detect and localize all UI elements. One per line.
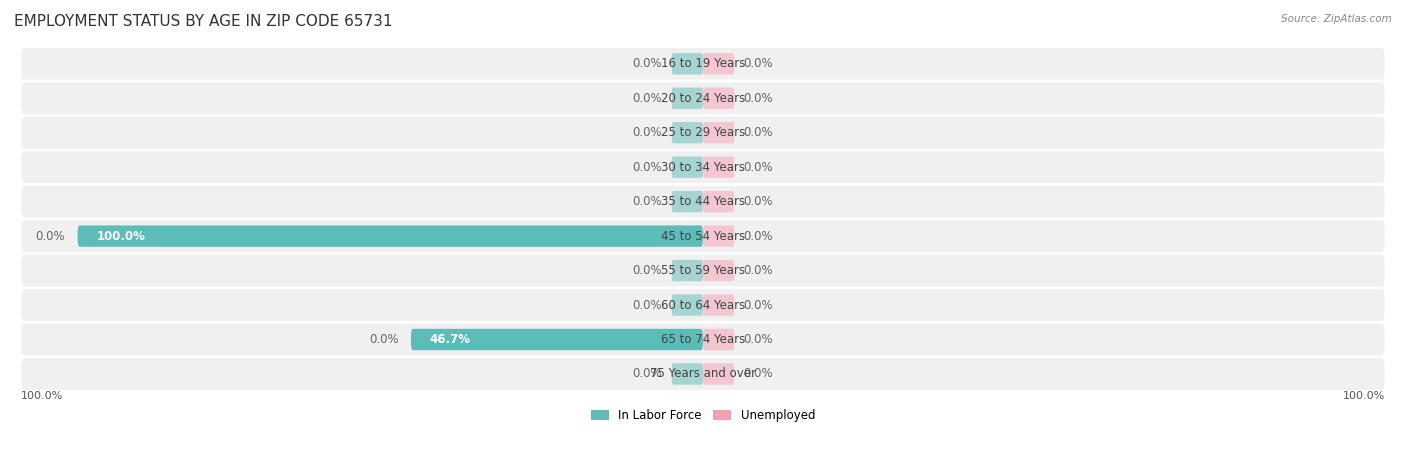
FancyBboxPatch shape xyxy=(21,186,1385,217)
Text: 0.0%: 0.0% xyxy=(744,333,773,346)
FancyBboxPatch shape xyxy=(21,152,1385,183)
Text: 0.0%: 0.0% xyxy=(744,195,773,208)
FancyBboxPatch shape xyxy=(703,226,734,247)
FancyBboxPatch shape xyxy=(703,191,734,212)
Text: 0.0%: 0.0% xyxy=(633,195,662,208)
FancyBboxPatch shape xyxy=(21,220,1385,252)
Text: 0.0%: 0.0% xyxy=(633,368,662,381)
Text: 20 to 24 Years: 20 to 24 Years xyxy=(661,92,745,105)
Legend: In Labor Force, Unemployed: In Labor Force, Unemployed xyxy=(586,404,820,427)
Text: 35 to 44 Years: 35 to 44 Years xyxy=(661,195,745,208)
FancyBboxPatch shape xyxy=(672,122,703,143)
FancyBboxPatch shape xyxy=(703,53,734,74)
Text: 0.0%: 0.0% xyxy=(633,299,662,312)
FancyBboxPatch shape xyxy=(703,156,734,178)
FancyBboxPatch shape xyxy=(21,83,1385,114)
FancyBboxPatch shape xyxy=(703,260,734,281)
Text: 0.0%: 0.0% xyxy=(744,299,773,312)
Text: 0.0%: 0.0% xyxy=(744,230,773,243)
Text: 0.0%: 0.0% xyxy=(633,92,662,105)
FancyBboxPatch shape xyxy=(703,87,734,109)
Text: 0.0%: 0.0% xyxy=(633,264,662,277)
Text: 75 Years and over: 75 Years and over xyxy=(650,368,756,381)
FancyBboxPatch shape xyxy=(21,358,1385,390)
Text: 30 to 34 Years: 30 to 34 Years xyxy=(661,161,745,174)
FancyBboxPatch shape xyxy=(21,117,1385,148)
Text: 0.0%: 0.0% xyxy=(633,57,662,70)
FancyBboxPatch shape xyxy=(703,295,734,316)
Text: 0.0%: 0.0% xyxy=(633,161,662,174)
Text: 100.0%: 100.0% xyxy=(1343,391,1385,401)
FancyBboxPatch shape xyxy=(672,364,703,385)
FancyBboxPatch shape xyxy=(77,226,703,247)
FancyBboxPatch shape xyxy=(21,289,1385,321)
FancyBboxPatch shape xyxy=(21,324,1385,355)
FancyBboxPatch shape xyxy=(21,255,1385,286)
Text: 0.0%: 0.0% xyxy=(744,57,773,70)
FancyBboxPatch shape xyxy=(672,191,703,212)
FancyBboxPatch shape xyxy=(672,53,703,74)
Text: 0.0%: 0.0% xyxy=(744,92,773,105)
FancyBboxPatch shape xyxy=(703,364,734,385)
FancyBboxPatch shape xyxy=(411,329,703,350)
Text: 0.0%: 0.0% xyxy=(744,368,773,381)
Text: 60 to 64 Years: 60 to 64 Years xyxy=(661,299,745,312)
Text: 25 to 29 Years: 25 to 29 Years xyxy=(661,126,745,139)
Text: 0.0%: 0.0% xyxy=(744,161,773,174)
Text: 55 to 59 Years: 55 to 59 Years xyxy=(661,264,745,277)
Text: 46.7%: 46.7% xyxy=(430,333,471,346)
Text: 100.0%: 100.0% xyxy=(96,230,145,243)
Text: 0.0%: 0.0% xyxy=(35,230,65,243)
Text: Source: ZipAtlas.com: Source: ZipAtlas.com xyxy=(1281,14,1392,23)
Text: 16 to 19 Years: 16 to 19 Years xyxy=(661,57,745,70)
Text: 0.0%: 0.0% xyxy=(744,126,773,139)
FancyBboxPatch shape xyxy=(672,156,703,178)
Text: 45 to 54 Years: 45 to 54 Years xyxy=(661,230,745,243)
Text: 0.0%: 0.0% xyxy=(633,126,662,139)
Text: 100.0%: 100.0% xyxy=(21,391,63,401)
Text: 0.0%: 0.0% xyxy=(368,333,398,346)
Text: EMPLOYMENT STATUS BY AGE IN ZIP CODE 65731: EMPLOYMENT STATUS BY AGE IN ZIP CODE 657… xyxy=(14,14,392,28)
FancyBboxPatch shape xyxy=(703,329,734,350)
FancyBboxPatch shape xyxy=(672,260,703,281)
FancyBboxPatch shape xyxy=(21,48,1385,80)
FancyBboxPatch shape xyxy=(672,295,703,316)
Text: 65 to 74 Years: 65 to 74 Years xyxy=(661,333,745,346)
FancyBboxPatch shape xyxy=(672,87,703,109)
Text: 0.0%: 0.0% xyxy=(744,264,773,277)
FancyBboxPatch shape xyxy=(703,122,734,143)
